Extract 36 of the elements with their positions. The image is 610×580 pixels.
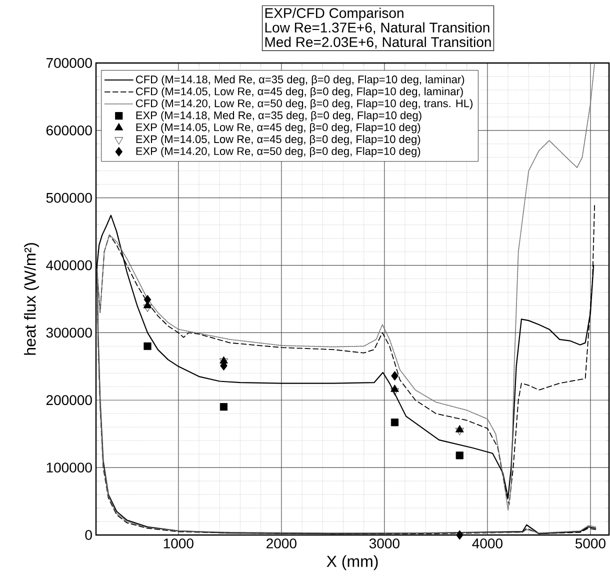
x-tick-label: 4000 (472, 538, 502, 548)
chart-subtitle: Low Re=1.37E+6, Natural Transition (265, 22, 490, 34)
point (390, 418, 399, 426)
x-tick-label: 2000 (266, 538, 296, 548)
legend-label: EXP (M=14.20, Low Re, α=50 deg, β=0 deg, Flap=10 deg) (136, 146, 420, 158)
chart-title: EXP/CFD Comparison (265, 8, 404, 21)
x-tick-label: 1000 (164, 538, 194, 548)
legend-label: CFD (M=14.20, Low Re, α=50 deg, β=0 deg, Flap=10 deg, trans. HL) (136, 99, 472, 110)
point (144, 342, 152, 350)
text: Med Re=2.03E+6, Natural Transition (265, 36, 491, 49)
point (391, 371, 398, 381)
y-tick-label: 200000 (46, 395, 92, 406)
legend-label: EXP (M=14.18, Med Re, α=35 deg, β=0 deg, Flap=10 deg) (136, 111, 422, 122)
y-tick-label: 400000 (46, 260, 92, 270)
x-tick-label: 3000 (369, 538, 400, 548)
line-series (96, 62, 596, 534)
y-tick-label: 600000 (46, 125, 92, 136)
y-tick-label: 100000 (46, 462, 92, 473)
y-tick-label: 700000 (46, 58, 92, 68)
x-axis-title: X (mm) (326, 555, 378, 570)
legend-label: CFD (M=14.18, Med Re, α=35 deg, β=0 deg, Flap=10 deg, laminar) (136, 75, 464, 86)
y-tick-label: 500000 (46, 192, 92, 203)
point (390, 388, 399, 396)
point (144, 294, 152, 304)
legend-label: EXP (M=14.05, Low Re, α=45 deg, β=0 deg, Flap=10 deg) (136, 123, 420, 134)
point (220, 403, 228, 411)
x-tick-label: 5000 (575, 538, 606, 548)
y-tick-label: 0 (85, 530, 92, 540)
point (456, 530, 464, 540)
point (456, 452, 464, 460)
y-axis-title: heat flux (W/m²) (24, 243, 39, 355)
legend-label: CFD (M=14.05, Low Re, α=45 deg, β=0 deg, Flap=10 deg, laminar) (136, 87, 463, 98)
point (455, 428, 464, 436)
legend-label: EXP (M=14.05, Low Re, α=45 deg, β=0 deg, Flap=10 deg) (136, 135, 420, 146)
y-tick-label: 300000 (46, 328, 92, 338)
point (143, 304, 152, 312)
